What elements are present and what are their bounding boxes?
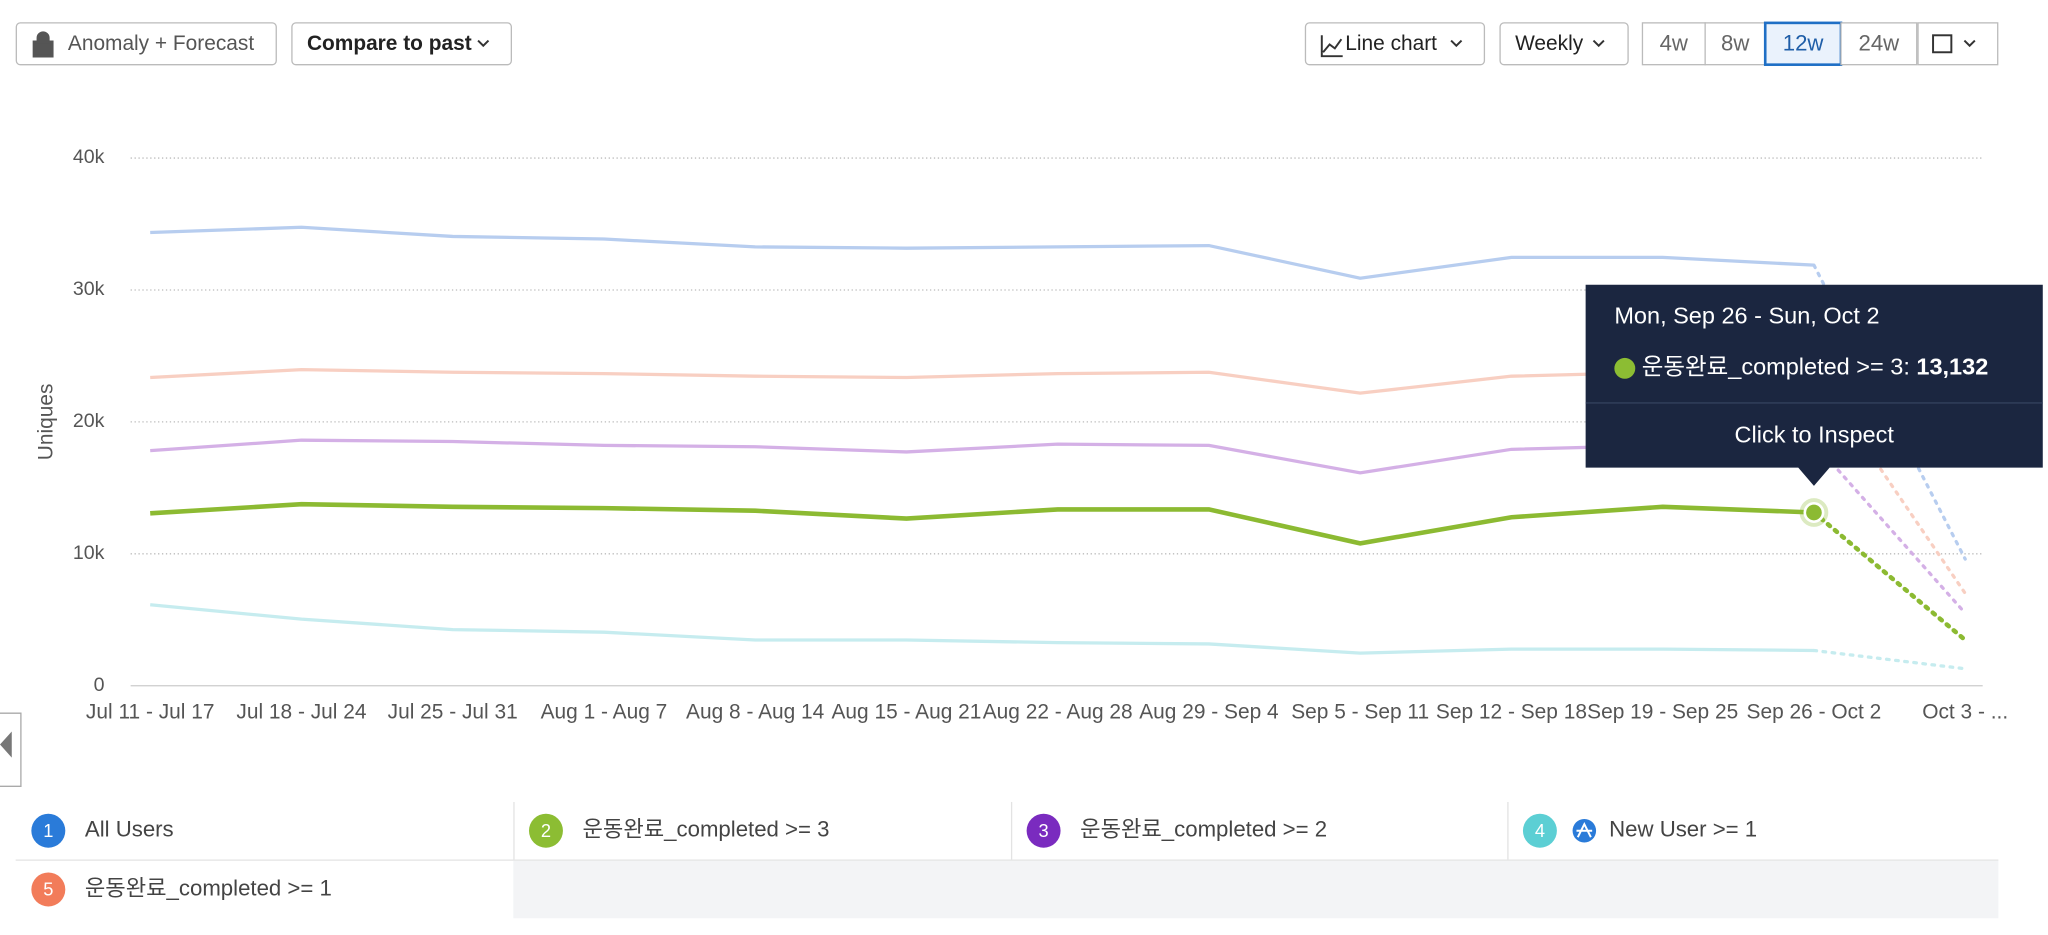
- y-tick-label: 20k: [73, 410, 105, 432]
- anomaly-button[interactable]: [15, 22, 277, 66]
- x-tick-label: Sep 19 - Sep 25: [1587, 701, 1739, 724]
- lock-icon: [32, 31, 54, 58]
- x-tick-label: Aug 22 - Aug 28: [982, 701, 1133, 724]
- x-tick-label: Sep 26 - Oct 2: [1746, 701, 1882, 724]
- legend-badge[interactable]: [528, 813, 563, 848]
- range-button[interactable]: [1704, 22, 1766, 66]
- side-arrow: [0, 731, 12, 758]
- legend-number: 5: [43, 879, 53, 900]
- chart-type-label: Line chart: [1345, 32, 1437, 55]
- y-tick-label: 0: [94, 674, 105, 696]
- tooltip-title: Mon, Sep 26 - Sun, Oct 2: [1614, 303, 1879, 329]
- legend-badge[interactable]: [1026, 813, 1061, 848]
- y-tick-label: 40k: [73, 146, 105, 168]
- range-button[interactable]: [1763, 21, 1843, 66]
- x-tick-label: Aug 15 - Aug 21: [831, 701, 982, 724]
- forecast-line: [1812, 648, 1967, 671]
- legend-badge[interactable]: [31, 813, 66, 848]
- range-label: 12w: [1783, 30, 1825, 55]
- x-tick: Oct 3 - ...: [1922, 701, 2009, 724]
- x-tick: Jul 25 - Jul 31: [387, 701, 518, 724]
- legend-label[interactable]: 운동완료_completed >= 2: [1080, 817, 1327, 842]
- legend-label[interactable]: 운동완료_completed >= 3: [583, 817, 830, 842]
- tooltip-box: [1585, 284, 2043, 486]
- x-tick: Aug 8 - Aug 14: [686, 701, 825, 724]
- compare-label: Compare to past: [307, 32, 472, 55]
- chart-type-button[interactable]: [1304, 22, 1486, 66]
- x-tick: Aug 1 - Aug 7: [540, 701, 668, 724]
- x-tick: Sep 26 - Oct 2: [1746, 701, 1882, 724]
- x-tick: Aug 22 - Aug 28: [982, 701, 1133, 724]
- range-label: 4w: [1660, 30, 1689, 55]
- range-button[interactable]: [1840, 22, 1918, 66]
- legend-number: 2: [541, 820, 551, 841]
- legend-number: 1: [43, 820, 53, 841]
- range-label: 24w: [1859, 30, 1901, 55]
- series-line: [150, 368, 1814, 395]
- tooltip-swatch: [1614, 357, 1636, 379]
- x-tick-label: Jul 25 - Jul 31: [387, 701, 518, 724]
- y-tick-label: 30k: [73, 278, 105, 300]
- tooltip-action[interactable]: Click to Inspect: [1735, 421, 1895, 447]
- legend-label[interactable]: 운동완료_completed >= 1: [85, 875, 332, 900]
- calendar-icon: [1932, 34, 1953, 54]
- x-tick-label: Aug 1 - Aug 7: [540, 701, 668, 724]
- series-line: [150, 225, 1815, 280]
- chevron: [1963, 39, 1976, 48]
- legend-badge[interactable]: [1522, 813, 1557, 848]
- x-tick-label: Jul 11 - Jul 17: [85, 701, 215, 724]
- range-label: 8w: [1721, 30, 1750, 55]
- tooltip-row: 운동완료_completed >= 3: 13,132: [1642, 354, 1989, 380]
- interval-label: Weekly: [1515, 32, 1584, 55]
- x-tick: Jul 18 - Jul 24: [236, 701, 367, 724]
- y-axis-label: Uniques: [35, 384, 58, 461]
- chevron: [1450, 39, 1463, 48]
- x-tick: Jul 11 - Jul 17: [85, 701, 215, 724]
- legend-number: 3: [1039, 820, 1049, 841]
- forecast-line: [1811, 510, 1968, 643]
- legend-badge[interactable]: [31, 872, 66, 907]
- legend-number: 4: [1535, 820, 1545, 841]
- x-tick-label: Aug 8 - Aug 14: [686, 701, 825, 724]
- toolbar: Anomaly + Forecast Compare to past Line …: [15, 21, 1999, 66]
- x-tick-label: Aug 29 - Sep 4: [1139, 701, 1279, 724]
- x-tick-label: Sep 5 - Sep 11: [1291, 701, 1430, 724]
- x-tick: Sep 19 - Sep 25: [1587, 701, 1739, 724]
- date-picker-button[interactable]: [1917, 22, 1999, 66]
- line-icon: [1320, 35, 1343, 58]
- x-tick: Aug 15 - Aug 21: [831, 701, 982, 724]
- tooltip-label: 운동완료_completed >= 3:: [1642, 354, 1910, 380]
- series-line: [150, 603, 1814, 655]
- x-tick-label: Oct 3 - ...: [1922, 701, 2009, 724]
- chevron: [1592, 39, 1605, 48]
- y-tick-label: 10k: [73, 542, 105, 564]
- forecast-line: [1812, 441, 1967, 615]
- interval-button[interactable]: [1499, 22, 1629, 66]
- x-tick-label: Sep 12 - Sep 18: [1435, 701, 1587, 724]
- compare-button[interactable]: [291, 22, 512, 66]
- highlight-point[interactable]: [1803, 502, 1825, 523]
- legend-label[interactable]: New User >= 1: [1609, 817, 1757, 842]
- anomaly-label: Anomaly + Forecast: [68, 32, 254, 55]
- x-tick: Sep 5 - Sep 11: [1291, 701, 1430, 724]
- x-tick-label: Jul 18 - Jul 24: [236, 701, 367, 724]
- series-line: [150, 438, 1814, 475]
- tooltip-value: 13,132: [1916, 354, 1988, 380]
- chevron: [477, 39, 490, 48]
- x-tick: Sep 12 - Sep 18: [1435, 701, 1587, 724]
- legend-empty: [513, 860, 1999, 919]
- range-button[interactable]: [1641, 22, 1706, 66]
- x-tick: Aug 29 - Sep 4: [1139, 701, 1279, 724]
- segment-glyph: [1576, 821, 1593, 838]
- series-line: [150, 501, 1815, 546]
- legend-label[interactable]: All Users: [85, 817, 174, 842]
